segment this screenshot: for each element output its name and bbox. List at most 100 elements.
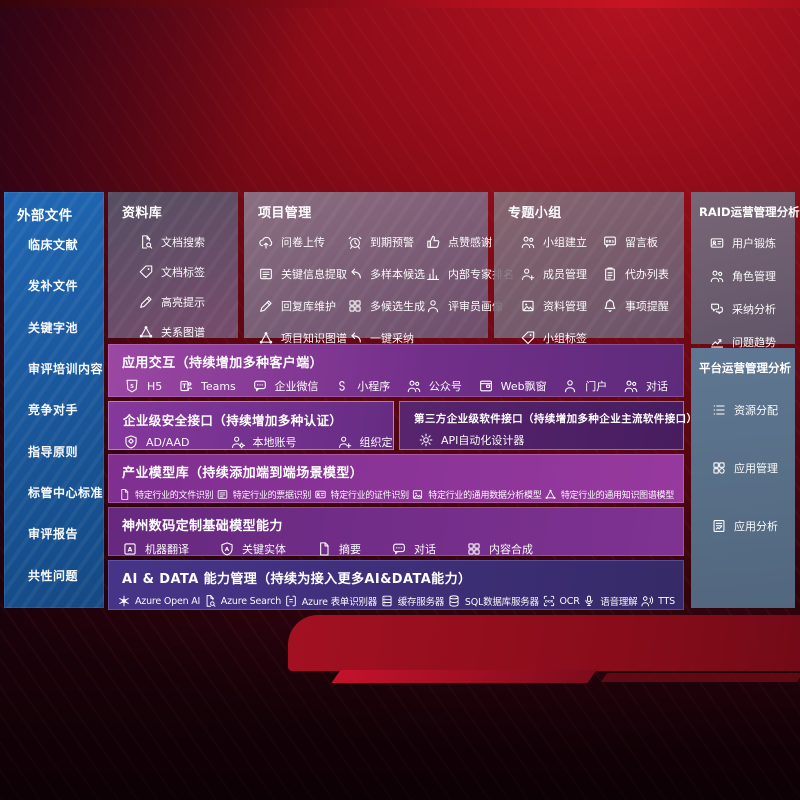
feature-item: Azure Open AI xyxy=(117,594,200,608)
wechat-work-icon xyxy=(252,378,268,394)
background-bar xyxy=(331,670,597,683)
feature-label: 问卷上传 xyxy=(281,236,325,249)
feature-label: 缓存服务器 xyxy=(397,597,445,608)
feature-label: 对话 xyxy=(414,543,436,556)
panel-title: 企业级安全接口（持续增加多种认证） xyxy=(123,413,343,428)
feature-label: Azure 表单识别器 xyxy=(301,597,378,608)
feature-label: 到期预警 xyxy=(370,236,414,249)
todo-list-icon xyxy=(602,266,618,282)
feature-item: 摘要 xyxy=(316,541,361,557)
feature-label: OCR xyxy=(559,595,580,607)
panel-library: 资料库 文档搜索文档标签高亮提示关系图谱文档分类 xyxy=(108,192,238,369)
tts-icon xyxy=(640,594,654,608)
adopt-analysis-icon xyxy=(709,301,725,317)
panel-title: 产业模型库（持续添加端到端场景模型） xyxy=(122,466,364,481)
feature-label: TTS xyxy=(658,595,675,607)
feature-item: 点赞感谢 xyxy=(425,234,514,250)
feature-label: 评审员画像 xyxy=(448,300,503,313)
feature-label: 内容合成 xyxy=(489,543,533,556)
feature-label: 事项提醒 xyxy=(624,300,669,313)
panel-title: 资料库 xyxy=(122,206,163,221)
panel-base-models: 神州数码定制基础模型能力 A 机器翻译 A 关键实体 摘要 对话 内容合成 xyxy=(108,507,684,556)
feature-item: API自动化设计器 xyxy=(418,432,524,448)
feature-item: 小组标签 xyxy=(520,330,602,346)
panel-topic-groups: 专题小组 小组建立 BBS 留言板 成员管理 代办列表 资料管理 事项提醒 小组标签 xyxy=(494,192,684,345)
member-manage-icon xyxy=(520,266,536,282)
feature-item: 成员管理 xyxy=(520,266,602,282)
feature-item: 文档标签 xyxy=(138,264,238,280)
message-board-icon: BBS xyxy=(602,234,618,250)
issue-trend-icon xyxy=(709,334,725,350)
azure-openai-icon xyxy=(117,594,131,608)
feature-item: 采纳分析 xyxy=(709,301,795,317)
project-feature-grid: 问卷上传 到期预警 点赞感谢 关键信息提取 多样本候选 内部专家排名 回复库维护 多候选生成评… xyxy=(244,221,514,346)
feature-item: 关系图谱 xyxy=(138,324,238,340)
feature-item: 问卷上传 xyxy=(258,234,347,250)
panel-title: 项目管理 xyxy=(258,206,312,221)
feature-label: 应用管理 xyxy=(734,462,778,475)
feature-label: 特定行业的通用数据分析模型 xyxy=(428,491,542,501)
svg-text:T: T xyxy=(182,383,187,390)
feature-item: 竞争对手 xyxy=(28,401,104,418)
feature-label: 小组建立 xyxy=(543,236,587,249)
feature-item: 用户锻炼 xyxy=(709,235,795,251)
feature-item: Azure 表单识别器 xyxy=(284,594,377,608)
background-accent-strip xyxy=(0,0,800,8)
feature-item: 组织定义 xyxy=(337,434,393,450)
feature-label: 发补文件 xyxy=(28,279,79,294)
feature-label: 留言板 xyxy=(624,236,658,249)
feature-item: Web飘窗 xyxy=(478,378,547,394)
panel-title: RAID运营管理分析 xyxy=(699,205,800,219)
feature-label: 用户锻炼 xyxy=(732,237,776,250)
panel-title: 外部文件 xyxy=(17,208,73,224)
feature-item: 指导原则 xyxy=(28,443,104,460)
feature-label: 多样本候选 xyxy=(370,268,425,281)
panel-security-interface: 企业级安全接口（持续增加多种认证） AD/AAD 本地账号 组织定义 xyxy=(108,401,394,450)
feature-item: 事项提醒 xyxy=(602,298,680,314)
h5-icon: 5 xyxy=(124,378,140,394)
feature-label: 角色管理 xyxy=(732,270,776,283)
background-shape xyxy=(288,615,800,671)
panel-app-interaction: 应用交互（持续增加多种客户端） 5 H5 T Teams 企业微信 小程序 公众号 Web飘窗… xyxy=(108,344,684,397)
feature-item: 项目知识图谱 xyxy=(258,330,347,346)
feature-item: TTS xyxy=(640,594,675,608)
feature-label: 高亮提示 xyxy=(161,296,205,309)
feature-label: Azure Search xyxy=(220,595,282,607)
feature-label: 关键字池 xyxy=(28,320,79,335)
resource-alloc-icon xyxy=(711,402,727,418)
speech-icon xyxy=(582,594,596,608)
feature-label: 代办列表 xyxy=(624,268,669,281)
feature-item: 特定行业的票据识别 xyxy=(216,488,311,501)
feature-label: 审评培训内容 xyxy=(28,362,104,377)
file-recognition-icon xyxy=(118,488,131,501)
feature-item: 评审员画像 xyxy=(425,298,514,314)
app-analysis-icon xyxy=(711,518,727,534)
cache-server-icon xyxy=(380,594,394,608)
feature-item: OCR OCR xyxy=(542,594,580,608)
feature-label: API自动化设计器 xyxy=(441,434,525,447)
external-files-list: 临床文献 发补文件 关键字池 审评培训内容 竞争对手 指导原则 标管中心标准 审评报告 共性问题 xyxy=(4,224,104,596)
feature-label: H5 xyxy=(147,379,163,393)
feature-label: 应用分析 xyxy=(734,520,778,533)
feature-label: 指导原则 xyxy=(28,444,79,459)
feature-label: 竞争对手 xyxy=(28,403,79,418)
api-designer-icon xyxy=(418,432,434,448)
feature-item: 角色管理 xyxy=(709,268,795,284)
role-manage-icon xyxy=(709,268,725,284)
dialog-icon xyxy=(623,378,639,394)
feature-label: 成员管理 xyxy=(543,268,587,281)
feature-label: Teams xyxy=(200,379,236,393)
feature-label: 小程序 xyxy=(357,380,391,393)
feature-item: 资料管理 xyxy=(520,298,602,314)
org-define-icon xyxy=(337,434,353,450)
feature-item: 一键采纳 xyxy=(347,330,425,346)
multi-generate-icon xyxy=(347,298,363,314)
thumbs-up-icon xyxy=(425,234,441,250)
svg-text:BBS: BBS xyxy=(606,239,615,243)
app-manage-icon xyxy=(711,460,727,476)
feature-item: 问题趋势 xyxy=(709,334,795,350)
feature-item: 特定行业的通用知识图谱模型 xyxy=(544,488,674,501)
panel-ai-data-capabilities: AI & DATA 能力管理（持续为接入更多AI&DATA能力） Azure O… xyxy=(108,560,684,610)
feature-label: 项目知识图谱 xyxy=(281,332,347,345)
feature-item: 小组建立 xyxy=(520,234,602,250)
